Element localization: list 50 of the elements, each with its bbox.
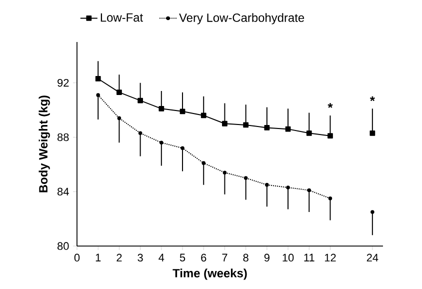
x-tick-label: 24 <box>366 254 378 262</box>
x-tick-label: 2 <box>116 254 122 262</box>
point <box>117 116 122 120</box>
x-tick-label: 9 <box>264 254 270 262</box>
legend-label: Very Low-Carbohydrate <box>179 13 304 24</box>
point <box>243 122 249 128</box>
x-tick-label: 7 <box>222 254 228 262</box>
x-tick-label: 11 <box>304 254 314 262</box>
x-tick-label: 5 <box>180 254 186 262</box>
point <box>307 188 312 192</box>
point <box>160 140 164 145</box>
x-axis-title: Time (weeks) <box>172 268 247 280</box>
y-tick-label: 88 <box>58 133 69 142</box>
point <box>265 182 269 187</box>
y-tick-label: 80 <box>58 242 69 250</box>
x-tick-label: 10 <box>282 254 294 262</box>
legend-label: Low-Fat <box>100 13 143 22</box>
point <box>328 196 332 200</box>
point <box>180 146 184 150</box>
point <box>264 125 270 130</box>
x-tick-label: 8 <box>243 254 248 262</box>
x-tick-label: 4 <box>158 254 164 262</box>
point <box>370 130 376 136</box>
point <box>222 170 227 174</box>
y-axis-title: Body Weight (kg) <box>38 96 50 192</box>
x-tick-label: 6 <box>201 254 206 262</box>
point <box>370 210 374 214</box>
point <box>286 186 290 190</box>
point <box>138 98 143 104</box>
point <box>306 130 312 136</box>
point <box>328 133 333 139</box>
point <box>202 161 206 165</box>
annotation: * <box>328 103 333 108</box>
x-tick-label: 3 <box>138 254 143 262</box>
point <box>95 76 101 82</box>
annotation: * <box>370 96 375 102</box>
point <box>285 126 291 132</box>
point <box>116 90 122 96</box>
point <box>200 112 206 118</box>
point <box>158 106 164 112</box>
x-tick-label: 1 <box>96 254 101 262</box>
y-tick-label: 84 <box>58 188 69 196</box>
x-tick-label: 12 <box>324 254 336 262</box>
y-tick-label: 92 <box>58 78 69 87</box>
point <box>222 120 228 126</box>
point <box>180 108 186 114</box>
point <box>244 176 248 180</box>
point <box>96 93 100 97</box>
x-tick-label: 0 <box>74 254 80 262</box>
point <box>138 131 142 136</box>
